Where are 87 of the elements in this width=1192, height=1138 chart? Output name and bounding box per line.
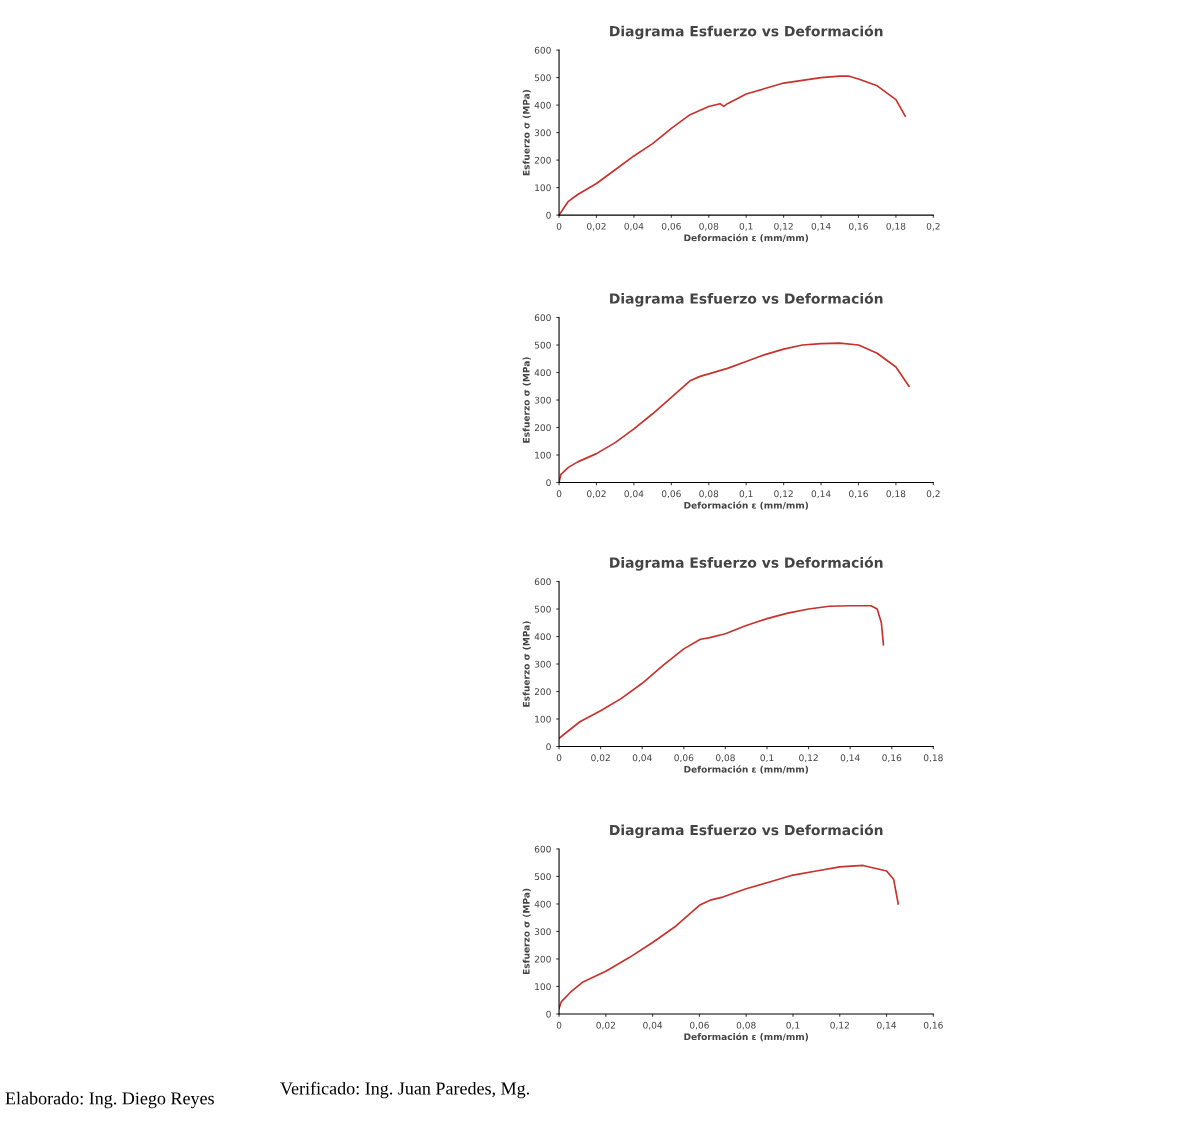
y-tick-label: 0 <box>546 211 551 219</box>
y-tick-label: 400 <box>534 369 551 377</box>
x-tick-label: 0,14 <box>811 490 831 499</box>
y-tick-label: 100 <box>535 983 551 991</box>
x-tick-label: 0,02 <box>591 754 610 763</box>
x-tick-label: 0,18 <box>886 222 906 231</box>
y-axis-title: Esfuerzo σ (MPa) <box>522 357 531 443</box>
text: Elaborado: Ing. Diego Reyes <box>5 1091 214 1109</box>
y-tick-label: 100 <box>535 715 551 723</box>
x-tick-label: 0,08 <box>736 1021 756 1030</box>
y-tick-label: 600 <box>534 46 551 54</box>
x-tick-label: 0,1 <box>786 1021 800 1030</box>
x-axis-title: Deformación ε (mm/mm) <box>684 501 809 510</box>
x-tick-label: 0,1 <box>739 490 753 499</box>
y-tick-label: 0 <box>546 1010 551 1018</box>
chart-title: Diagrama Esfuerzo vs Deformación <box>610 556 883 571</box>
x-tick-label: 0,2 <box>926 490 940 499</box>
x-tick-label: 0,12 <box>774 222 793 231</box>
chart-title: Diagrama Esfuerzo vs Deformación <box>610 25 883 40</box>
y-tick-label: 200 <box>534 688 551 696</box>
y-axis-title: Esfuerzo σ (MPa) <box>522 621 531 707</box>
text: Verificado: Ing. Juan Paredes, Mg. <box>280 1081 530 1099</box>
x-tick-label: 0,2 <box>926 222 940 231</box>
x-tick-label: 0 <box>556 222 562 230</box>
x-tick-label: 0,02 <box>587 222 606 231</box>
x-axis-title: Deformación ε (mm/mm) <box>684 765 809 774</box>
x-tick-label: 0,12 <box>799 754 818 763</box>
x-tick-label: 0,16 <box>849 490 868 499</box>
y-tick-label: 100 <box>535 184 551 192</box>
line-series <box>559 342 910 483</box>
x-tick-label: 0,02 <box>587 490 606 499</box>
y-tick-label: 100 <box>535 451 551 459</box>
y-axis-title: Esfuerzo σ (MPa) <box>522 89 531 176</box>
y-tick-label: 400 <box>534 101 551 109</box>
x-tick-label: 0,04 <box>643 1021 663 1030</box>
y-tick-label: 500 <box>534 74 551 82</box>
x-tick-label: 0,14 <box>877 1021 897 1030</box>
x-tick-label: 0,04 <box>624 222 644 231</box>
chart-title: Diagrama Esfuerzo vs Deformación <box>610 823 883 839</box>
x-tick-label: 0 <box>556 754 562 762</box>
x-tick-label: 0,1 <box>739 222 753 231</box>
x-tick-label: 0,1 <box>760 754 774 763</box>
x-axis-title: Deformación ε (mm/mm) <box>684 233 809 243</box>
x-tick-label: 0,14 <box>840 754 860 763</box>
x-axis-title: Deformación ε (mm/mm) <box>684 1032 809 1042</box>
y-axis-title: Esfuerzo σ (MPa) <box>522 888 531 975</box>
y-tick-label: 200 <box>534 424 551 432</box>
x-tick-label: 0,06 <box>689 1021 709 1030</box>
x-tick-label: 0,06 <box>661 222 681 231</box>
x-tick-label: 0,06 <box>674 754 694 763</box>
y-tick-label: 500 <box>534 605 551 613</box>
y-tick-label: 500 <box>534 341 551 349</box>
x-tick-label: 0,08 <box>699 490 719 499</box>
y-tick-label: 300 <box>534 660 551 668</box>
chart-title: Diagrama Esfuerzo vs Deformación <box>610 292 883 307</box>
line-series <box>559 75 907 216</box>
y-tick-label: 500 <box>534 873 551 881</box>
x-tick-label: 0,14 <box>811 222 831 231</box>
x-tick-label: 0 <box>556 1021 562 1029</box>
x-tick-label: 0,16 <box>923 1021 943 1030</box>
y-tick-label: 600 <box>534 314 551 322</box>
x-tick-label: 0,04 <box>632 754 652 763</box>
y-tick-label: 200 <box>534 955 551 963</box>
y-tick-label: 300 <box>534 129 551 137</box>
x-tick-label: 0,12 <box>774 490 793 499</box>
line-series <box>559 604 885 740</box>
y-tick-label: 0 <box>546 479 551 487</box>
x-tick-label: 0,18 <box>923 754 943 763</box>
x-tick-label: 0,08 <box>715 754 735 763</box>
y-tick-label: 600 <box>534 845 551 853</box>
line-series <box>559 864 900 1010</box>
x-tick-label: 0,18 <box>886 490 906 499</box>
x-tick-label: 0 <box>556 490 562 498</box>
y-tick-label: 600 <box>534 578 551 586</box>
x-tick-label: 0,04 <box>624 490 644 499</box>
y-tick-label: 400 <box>534 633 551 641</box>
y-tick-label: 200 <box>534 156 551 164</box>
x-tick-label: 0,16 <box>882 754 902 763</box>
x-tick-label: 0,02 <box>596 1021 615 1030</box>
y-tick-label: 400 <box>534 900 551 908</box>
x-tick-label: 0,16 <box>849 222 868 231</box>
x-tick-label: 0,06 <box>661 490 681 499</box>
x-tick-label: 0,12 <box>830 1021 849 1030</box>
y-tick-label: 300 <box>534 928 551 936</box>
x-tick-label: 0,08 <box>699 222 719 231</box>
y-tick-label: 300 <box>534 396 551 404</box>
y-tick-label: 0 <box>546 743 551 751</box>
